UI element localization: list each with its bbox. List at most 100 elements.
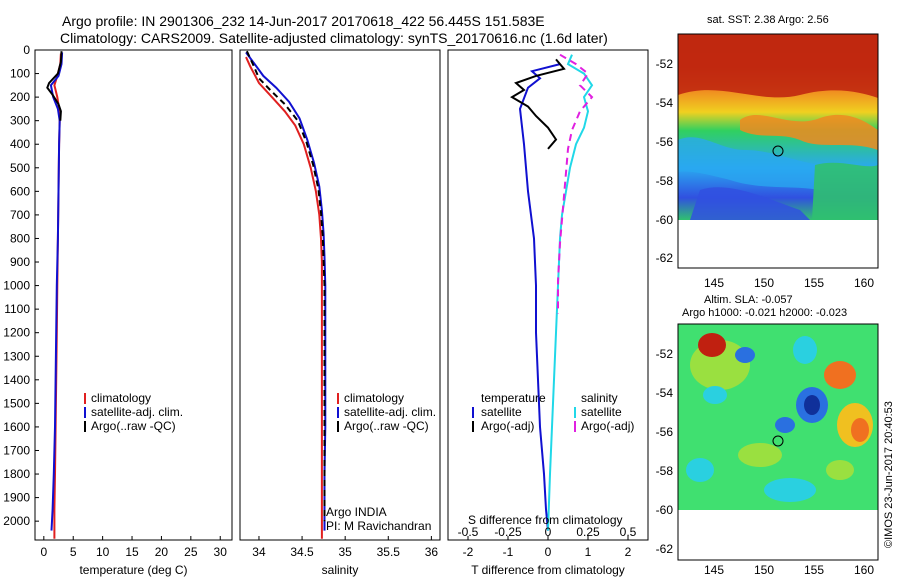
series-line-temperature-satellite (518, 63, 561, 531)
plot-frame (34, 49, 233, 541)
x2-tick-label: 0.25 (576, 525, 600, 539)
x-tick-label: 36 (425, 545, 439, 559)
sla-high-anomaly (824, 361, 856, 389)
sst-cold-region (690, 187, 810, 220)
difference-panel: -2 -1 0 1 2 -0.5 -0.25 0 0.25 0.5 T difference fro… (447, 49, 649, 577)
difference-legend: temperature satellite Argo(-adj) salinit… (472, 391, 634, 433)
sla-map-title: Altim. SLA: -0.057 (704, 294, 793, 306)
sst-map-frame (677, 33, 879, 269)
sla-map: Altim. SLA: -0.057 Argo h1000: -0.021 h2… (656, 294, 879, 577)
x2-tick-label: 0 (545, 525, 552, 539)
x-tick-label: 34.5 (290, 545, 314, 559)
legend-label-argo: Argo(..raw -QC) (344, 419, 429, 433)
y-tick-label: 1100 (4, 302, 30, 316)
sla-low-anomaly-core (804, 395, 820, 415)
legend-label-climatology: climatology (344, 391, 404, 405)
figure-subtitle: Climatology: CARS2009. Satellite-adjuste… (60, 30, 608, 46)
x-tick-label: 145 (704, 276, 724, 290)
x-tick-label: -1 (503, 545, 514, 559)
x-axis-label: temperature (deg C) (79, 563, 187, 577)
y-tick-label: 1600 (3, 420, 30, 434)
plot-frame (239, 49, 441, 541)
x-tick-label: 15 (125, 545, 139, 559)
legend-swatch-temperature-argo (472, 421, 474, 432)
legend-label-salinity-satellite: satellite (581, 405, 622, 419)
legend-label-satellite: satellite-adj. clim. (344, 405, 436, 419)
legend-label-argo: Argo(..raw -QC) (91, 419, 176, 433)
argo-float-marker (772, 145, 784, 157)
y-tick-label: 900 (10, 255, 30, 269)
sst-warm-region (678, 34, 878, 98)
legend-swatch-argo (337, 421, 339, 432)
legend-title-temperature: temperature (481, 391, 546, 405)
series-line-argo-raw-qc (245, 50, 326, 522)
y-tick-label: 1500 (3, 396, 30, 410)
y-tick-label: 500 (10, 161, 30, 175)
sst-map: sat. SST: 2.38 Argo: 2.56 -52 -54 -56 -5… (656, 14, 879, 290)
sla-low-anomaly (793, 336, 817, 364)
x-tick-label: 20 (155, 545, 169, 559)
x-tick-label: 145 (704, 563, 724, 577)
x-tick-label: 160 (854, 276, 874, 290)
sla-map-subtitle: Argo h1000: -0.021 h2000: -0.023 (682, 307, 847, 319)
y-tick-label: 2000 (3, 514, 30, 528)
y-tick-label: 1000 (3, 279, 30, 293)
y-tick-label: -60 (656, 213, 674, 227)
plot-frame (447, 49, 649, 541)
y-tick-label: -52 (656, 57, 674, 71)
temperature-panel: 0100200300400500600700800900100011001200… (3, 43, 233, 577)
legend-swatch-argo (84, 421, 86, 432)
sst-blank-band (678, 220, 878, 268)
argo-float-marker (772, 435, 784, 447)
sla-low-anomaly (764, 478, 816, 502)
y-tick-label: -54 (656, 96, 674, 110)
sla-x-axis: 145 150 155 160 (704, 563, 874, 577)
x-tick-label: 5 (70, 545, 77, 559)
x-tick-label: 35 (338, 545, 352, 559)
sla-low-anomaly (703, 386, 727, 404)
sla-y-axis: -52 -54 -56 -58 -60 -62 (656, 347, 674, 556)
legend-label-salinity-argo: Argo(-adj) (581, 419, 634, 433)
sla-blank-band (678, 510, 878, 560)
series-group (245, 50, 327, 539)
x2-tick-label: -0.25 (494, 525, 522, 539)
y-tick-label: 1700 (3, 443, 30, 457)
x-tick-label: 150 (754, 276, 774, 290)
y-tick-label: -58 (656, 174, 674, 188)
series-line-salinity-satellite (547, 54, 594, 531)
y-tick-label: 1800 (3, 467, 30, 481)
y-tick-label: 800 (10, 231, 30, 245)
sla-anomaly (826, 460, 854, 480)
sla-high-anomaly (698, 333, 726, 357)
y-tick-label: -60 (656, 503, 674, 517)
legend-label-climatology: climatology (91, 391, 151, 405)
sla-high-anomaly-core (851, 418, 869, 442)
legend-swatch-climatology (337, 393, 339, 404)
x-tick-label: 150 (754, 563, 774, 577)
series-group (510, 53, 594, 531)
x-tick-label: 155 (804, 563, 824, 577)
y-tick-label: -52 (656, 347, 674, 361)
legend-title-salinity: salinity (581, 391, 618, 405)
series-line-salinity-argo-adj (557, 53, 594, 314)
series-line-argo-raw-qc (46, 51, 63, 121)
sst-front (740, 114, 878, 150)
legend-label-temperature-satellite: satellite (481, 405, 522, 419)
x-tick-label: 30 (214, 545, 228, 559)
series-line-climatology (245, 56, 323, 539)
x-tick-label: 10 (96, 545, 110, 559)
y-tick-label: -56 (656, 135, 674, 149)
legend-swatch-temperature-satellite (472, 407, 474, 418)
y-tick-label: -62 (656, 542, 674, 556)
legend-label-temperature-argo: Argo(-adj) (481, 419, 534, 433)
series-line-temperature-argo-adj (510, 58, 566, 150)
sst-y-axis: -52 -54 -56 -58 -60 -62 (656, 57, 674, 265)
sla-map-frame (677, 323, 879, 561)
legend-swatch-satellite (337, 407, 339, 418)
y-tick-label: 1400 (3, 373, 30, 387)
legend-swatch-salinity-satellite (574, 407, 576, 418)
y-tick-label: 1200 (3, 326, 30, 340)
x-tick-label: 35.5 (377, 545, 401, 559)
s-difference-axis-label: S difference from climatology (468, 513, 623, 527)
x-tick-label: 1 (585, 545, 592, 559)
